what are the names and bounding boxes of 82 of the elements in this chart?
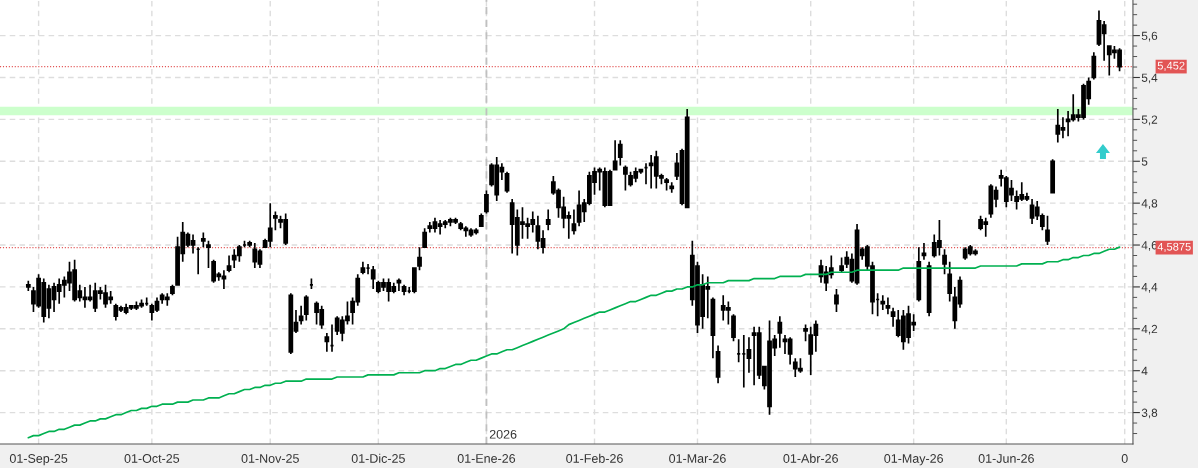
line-series [27,246,1121,439]
candlestick [803,323,808,343]
ref-line-label: 2026 [489,429,517,439]
x-tick-label: 0 [1121,454,1128,463]
candlestick [473,227,479,236]
y-tick-label: 4,8 [1141,199,1158,209]
x-tick-label: 01-Abr-26 [783,453,838,463]
ref-line-label: 5,452 [1157,61,1185,71]
candlestick [417,246,422,271]
candlestick [736,338,742,364]
candlestick [787,336,793,366]
x-tick-label: 01-Nov-25 [241,454,299,463]
candlestick [741,334,747,389]
candlestick [1050,158,1056,194]
candlestick [890,307,896,328]
candlestick [916,246,922,303]
candlestick [777,315,783,349]
candlestick [273,210,278,232]
y-tick-label: 3,8 [1141,408,1158,419]
candlestick [1045,214,1050,246]
candlestick [839,256,844,274]
y-tick-label: 4 [1141,366,1148,375]
y-tick-label: 5,4 [1141,73,1158,84]
candlestick [484,189,489,215]
candlestick [664,177,669,192]
candlestick [226,254,232,274]
candlestick [329,323,335,353]
candlestick [401,283,407,297]
candlestick [1055,108,1061,144]
y-tick-label: 4,2 [1141,324,1158,335]
candlestick [25,279,31,292]
candlestick [252,242,258,269]
candlestick [478,212,484,228]
candlestick [195,246,201,276]
ref-line-label: 4,5875 [1157,242,1191,252]
candlestick [571,208,577,236]
candlestick [411,267,417,295]
candlestick [427,221,433,234]
candlestick [617,139,623,167]
candlestick [880,294,886,311]
candlestick [710,296,716,359]
candlestick [643,162,649,186]
candlestick [535,214,541,251]
x-tick-label: 01-Oct-25 [124,454,180,463]
candlestick [206,240,211,269]
candlestick [422,227,428,248]
x-tick-label: 01-Feb-26 [566,453,623,463]
candlestick [164,292,170,307]
candlestick [113,302,119,322]
candlestick [267,202,273,248]
candlestick [504,170,510,194]
candlestick [170,283,175,297]
candlestick [623,164,628,192]
candlestick [288,292,294,355]
y-tick-label: 5,6 [1141,31,1158,42]
candlestick [612,139,618,171]
candlestick [921,242,927,261]
candlestick [834,288,839,313]
y-tick-label: 5 [1141,157,1148,166]
y-tick-label: 5,2 [1141,115,1158,126]
x-tick-label: 01-Mar-26 [669,454,726,463]
candlestick [190,233,196,255]
candlestick [746,336,752,374]
x-tick-label: 01-Dic-25 [351,453,405,463]
x-tick-label: 01-May-26 [884,454,943,466]
candlestick [942,248,947,276]
x-tick-label: 01-Jun-26 [978,454,1034,463]
candlestick [545,208,551,232]
candlestick [885,296,891,315]
candlestick [684,108,690,209]
candlestick [669,181,675,194]
candlestick [926,260,932,318]
candlestick [324,332,330,353]
y-tick-label: 4,4 [1141,283,1158,293]
candlestick [360,260,366,276]
x-tick-label: 01-Sep-25 [9,454,68,466]
candlestick [370,265,376,290]
candlestick [303,294,309,322]
candlestick [731,313,736,343]
candlestick [200,231,206,248]
candlestick [396,277,402,292]
x-tick-label: 01-Ene-26 [457,454,516,463]
